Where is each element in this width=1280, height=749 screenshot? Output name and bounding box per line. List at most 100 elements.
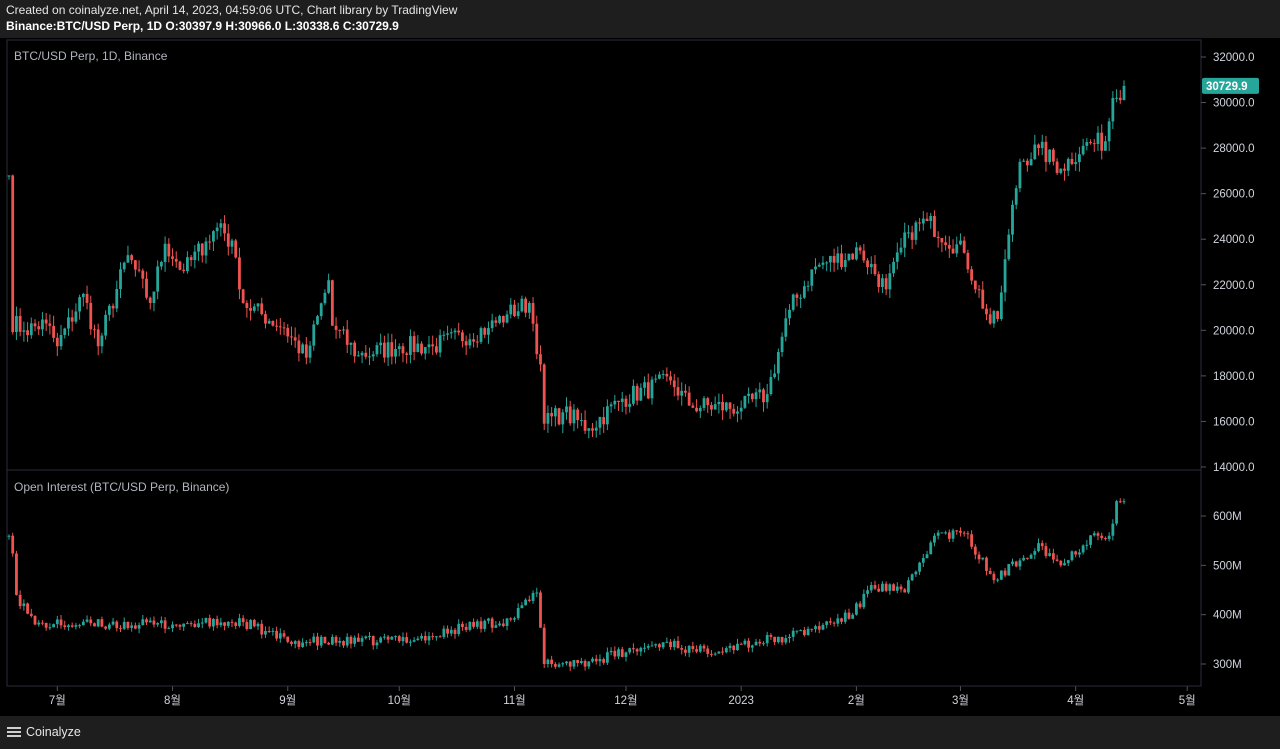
price-candle-body [553,408,557,417]
oi-candle-body [223,622,226,626]
price-tick-label: 20000.0 [1213,325,1255,337]
price-candle-body [962,240,966,253]
price-candle-body [881,278,884,287]
price-candle-body [973,280,977,290]
oi-candle-body [7,535,11,537]
oi-candle-body [524,599,528,606]
price-candle-body [163,243,167,263]
oi-candle-body [197,623,200,628]
oi-candle-body [156,623,160,625]
price-tick-label: 26000.0 [1213,189,1255,201]
price-candle-body [866,260,869,268]
price-candle-body [1033,144,1037,160]
oi-candle-body [643,647,646,649]
oi-candle-body [654,644,658,646]
oi-candle-body [858,603,862,608]
oi-candle-body [174,624,178,626]
price-axis[interactable]: 32000.0 30000.0 28000.0 26000.0 24000.0 22000… [1201,52,1255,474]
price-pane[interactable] [6,39,1202,471]
price-candle-body [182,269,186,272]
time-axis[interactable]: 7월 8월 9월 10월 11월 12월 2023 2월 3월 4월 5월 [7,685,1201,707]
oi-candle-body [758,641,762,644]
oi-candle-body [877,588,881,592]
oi-candle-body [888,584,892,591]
oi-candle-body [457,623,461,635]
price-candle-body [743,395,747,408]
price-candle-body [223,223,226,234]
price-candle-body [327,280,331,293]
price-candle-body [594,427,598,431]
oi-candle-body [1040,543,1044,547]
price-candle-body [907,232,910,234]
price-candle-body [494,320,498,323]
oi-candle-body [568,661,572,667]
price-candle-body [167,243,171,257]
oi-candle-body [212,618,215,627]
oi-candle-body [724,648,728,653]
price-tick-label: 32000.0 [1213,52,1255,64]
price-candle-body [1096,132,1100,144]
oi-candle-body [776,636,780,643]
oi-candle-body [527,599,531,601]
oi-candle-body [925,554,929,559]
oi-candle-body [587,661,591,667]
open-interest-pane[interactable] [6,469,1202,687]
price-candle-body [832,255,836,263]
oi-candle-body [1033,551,1037,555]
price-candle-body [193,251,197,261]
price-tick-label: 14000.0 [1213,462,1255,474]
oi-candle-body [1100,535,1104,539]
price-candle-body [776,352,780,374]
price-candle-body [308,345,312,358]
price-candle-body [572,409,576,424]
oi-candle-body [330,636,334,645]
oi-candle-body [680,648,684,650]
price-candle-body [579,420,583,422]
oi-candle-body [22,603,26,607]
price-candle-body [576,409,580,421]
oi-candle-body [658,644,661,648]
oi-candle-body [200,622,204,624]
price-candle-body [624,398,628,407]
oi-candle-body [126,621,130,628]
price-candle-body [754,392,758,400]
chart-header: Created on coinalyze.net, April 14, 2023… [0,0,1280,38]
oi-candle-body [483,620,487,629]
price-candle-body [18,316,22,332]
price-candle-body [810,269,814,286]
oi-candle-body [617,649,620,657]
oi-candle-body [728,645,732,649]
price-candle-body [479,328,483,342]
oi-candle-body [1089,535,1092,545]
price-candle-body [1092,143,1096,145]
oi-candle-body [438,636,442,638]
price-candle-body [609,404,613,407]
price-candle-body [219,223,223,228]
price-candle-body [271,320,275,326]
price-candle-body [710,405,713,410]
price-candle-body [423,347,427,354]
oi-candle-body [1018,560,1022,567]
price-candle-body [1003,259,1007,293]
oi-candle-body [832,622,836,624]
oi-candle-body [966,533,970,535]
oi-axis[interactable]: 600M 500M 400M 300M [1201,511,1242,671]
price-candle-body [769,377,773,395]
oi-candle-body [947,532,951,539]
chart-area[interactable]: BTC/USD Perp, 1D, Binance Open Interest … [0,38,1280,716]
price-candle-body [1018,161,1022,189]
oi-candle-body [44,622,48,628]
oi-candle-body [405,637,409,643]
price-candle-body [557,408,561,425]
price-candle-body [483,328,487,335]
time-tick-label: 7월 [49,694,66,707]
oi-candle-body [769,635,773,637]
oi-candle-body [628,648,632,653]
price-candle-body [524,298,528,313]
price-candle-body [312,324,316,346]
oi-candle-body [762,643,765,645]
price-candle-body [665,373,669,377]
menu-icon[interactable] [7,727,21,737]
price-candle-body [858,247,862,251]
oi-candle-body [836,618,840,624]
